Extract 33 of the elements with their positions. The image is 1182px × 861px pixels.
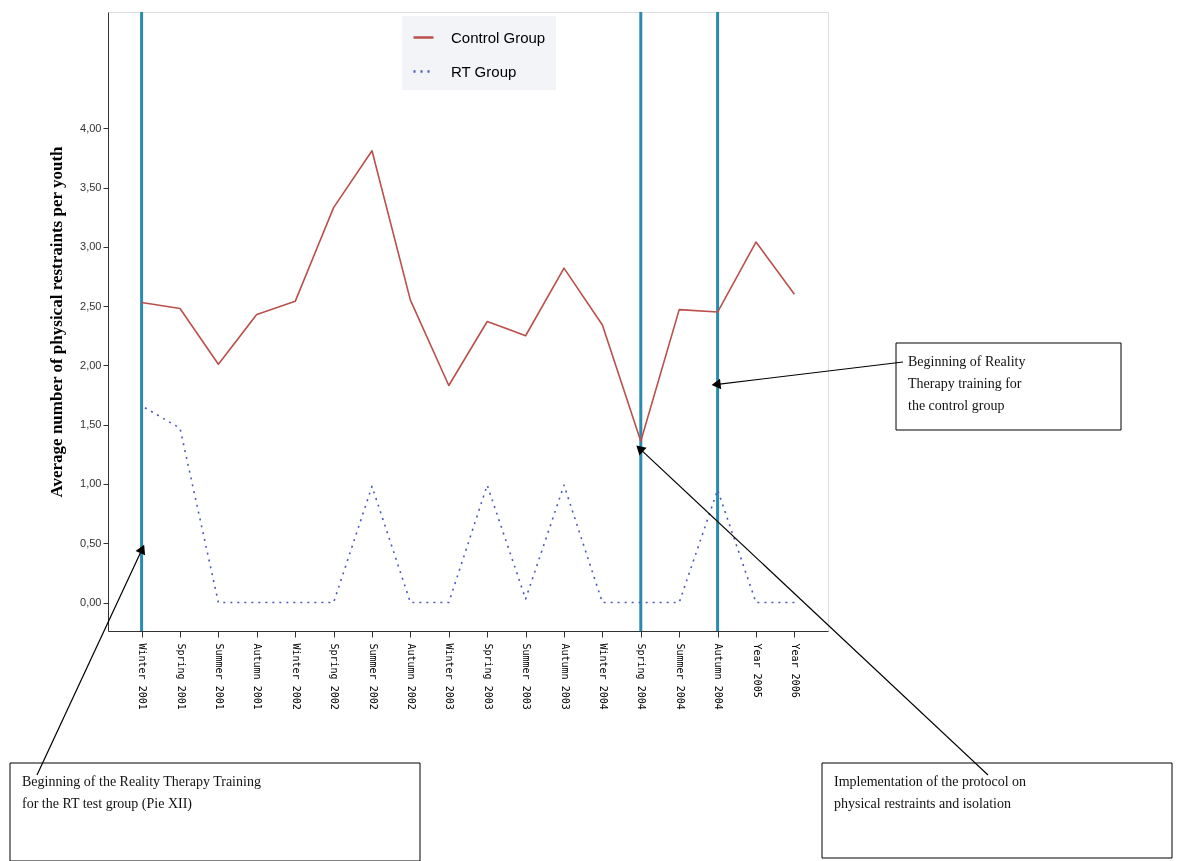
- x-tick-label: Spring 2004: [636, 643, 648, 710]
- y-tick-label: 1,00: [80, 477, 102, 490]
- y-tick-label: 0,00: [80, 596, 102, 609]
- y-tick-label: 2,50: [80, 299, 102, 312]
- y-tick-label: 3,00: [80, 240, 102, 253]
- x-tick-label: Winter 2003: [444, 643, 456, 710]
- x-tick-label: Summer 2002: [367, 643, 379, 710]
- x-tick-label: Spring 2001: [175, 643, 187, 710]
- x-tick-label: Autumn 2001: [252, 643, 264, 710]
- legend-label: Control Group: [451, 28, 546, 46]
- x-tick-label: Spring 2002: [329, 643, 341, 710]
- x-tick-label: Winter 2002: [290, 643, 302, 710]
- x-tick-label: Autumn 2004: [713, 643, 725, 710]
- annotation: Beginning of Reality Therapy training for the control group: [908, 354, 1026, 413]
- y-axis-title: Average number of physical restraints per youth: [47, 145, 67, 498]
- y-tick-label: 3,50: [80, 181, 102, 193]
- y-tick-label: 2,00: [80, 358, 102, 371]
- y-tick-label: 4,00: [80, 121, 102, 134]
- x-tick-label: Autumn 2002: [405, 643, 417, 710]
- legend-label: RT Group: [451, 62, 517, 80]
- x-tick-label: Year 2005: [751, 643, 763, 698]
- x-tick-label: Spring 2003: [482, 643, 494, 710]
- y-tick-label: 1,50: [80, 418, 102, 431]
- x-tick-label: Autumn 2003: [559, 643, 571, 710]
- x-tick-label: Year 2006: [789, 643, 801, 698]
- x-tick-label: Summer 2003: [521, 643, 533, 710]
- x-tick-label: Summer 2004: [674, 643, 686, 710]
- x-tick-label: Summer 2001: [213, 643, 225, 710]
- annotation: Beginning of the Reality Therapy Training for the RT test group (Pie XII): [22, 774, 261, 812]
- annotation: Implementation of the protocol on physical restraints and isolation: [834, 774, 1027, 811]
- y-tick-label: 0,50: [80, 536, 102, 549]
- x-tick-label: Winter 2001: [137, 643, 149, 710]
- x-tick-label: Winter 2004: [597, 643, 609, 710]
